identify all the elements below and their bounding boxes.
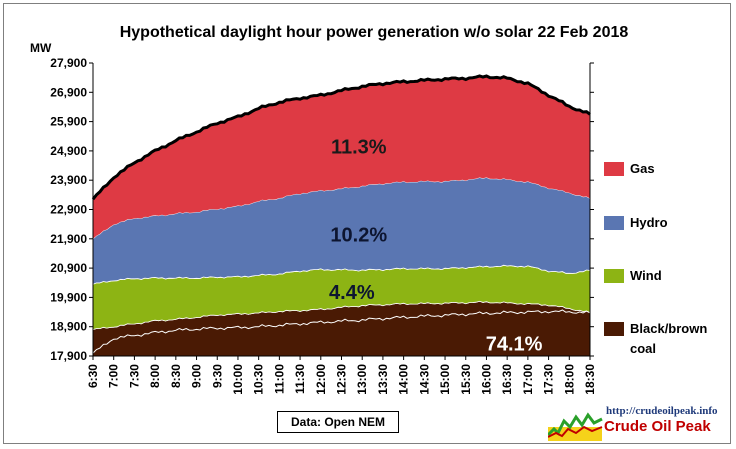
white-reference-line — [92, 309, 591, 354]
total-line — [91, 74, 591, 201]
x-tick-label: 12:30 — [335, 364, 349, 395]
legend: Gas Hydro Wind Black/brown coal — [604, 161, 707, 356]
share-label: 10.2% — [330, 224, 387, 246]
y-tick-label: 17,900 — [50, 349, 87, 363]
plot-area — [91, 63, 591, 357]
x-tick-label: 7:00 — [107, 364, 121, 388]
legend-label: Black/brown coal — [630, 321, 707, 356]
x-tick-label: 18:30 — [583, 364, 597, 395]
x-tick-label: 13:30 — [376, 364, 390, 395]
y-axis: 17,900 18,900 19,900 20,900 21,900 22,900 23,9… — [50, 56, 594, 363]
x-tick-label: 12:00 — [314, 364, 328, 395]
brand-name: Crude Oil Peak — [604, 418, 711, 435]
y-tick-label: 22,900 — [50, 203, 87, 217]
x-tick-label: 8:30 — [169, 364, 183, 388]
x-tick-label: 9:30 — [210, 364, 224, 388]
x-tick-label: 14:30 — [417, 364, 431, 395]
oil-peak-logo-icon — [548, 412, 603, 441]
source-note: Data: Open NEM — [277, 411, 399, 433]
x-tick-label: 10:30 — [252, 364, 266, 395]
x-tick-label: 10:00 — [231, 364, 245, 395]
x-tick-label: 9:00 — [190, 364, 204, 388]
y-tick-label: 25,900 — [50, 115, 87, 129]
share-label: 11.3% — [331, 137, 387, 159]
legend-swatch — [604, 162, 624, 176]
x-tick-label: 16:00 — [480, 364, 494, 395]
legend-label: Hydro — [630, 215, 668, 230]
x-tick-label: 17:30 — [542, 364, 556, 395]
annotations: 11.3% 10.2% 4.4% 74.1% — [329, 137, 543, 356]
brand-url: http://crudeoilpeak.info — [606, 405, 718, 417]
x-tick-label: 15:00 — [438, 364, 452, 395]
legend-swatch — [604, 322, 624, 336]
y-axis-label: MW — [30, 41, 52, 55]
y-tick-label: 21,900 — [50, 232, 87, 246]
x-tick-label: 16:30 — [500, 364, 514, 395]
y-tick-label: 26,900 — [50, 85, 87, 99]
series-area-gas — [93, 75, 590, 239]
x-tick-label: 11:00 — [272, 364, 286, 394]
legend-swatch — [604, 269, 624, 283]
x-tick-label: 17:00 — [521, 364, 535, 395]
y-tick-label: 19,900 — [50, 290, 87, 304]
y-tick-label: 27,900 — [50, 56, 87, 70]
share-label: 74.1% — [486, 333, 543, 355]
x-tick-label: 18:00 — [562, 364, 576, 395]
x-tick-label: 6:30 — [86, 364, 100, 388]
legend-label: Gas — [630, 161, 655, 176]
y-tick-label: 20,900 — [50, 261, 87, 275]
brand-logo: http://crudeoilpeak.info Crude Oil Peak — [548, 405, 724, 441]
x-tick-label: 11:30 — [293, 364, 307, 394]
legend-label: Wind — [630, 268, 662, 283]
legend-swatch — [604, 216, 624, 230]
y-tick-label: 23,900 — [50, 173, 87, 187]
chart-title: Hypothetical daylight hour power generat… — [120, 24, 629, 41]
x-tick-label: 8:00 — [148, 364, 162, 388]
y-tick-label: 18,900 — [50, 320, 87, 334]
share-label: 4.4% — [329, 282, 375, 304]
x-tick-label: 7:30 — [127, 364, 141, 388]
x-tick-label: 14:00 — [397, 364, 411, 395]
x-tick-label: 15:30 — [459, 364, 473, 395]
y-tick-label: 24,900 — [50, 144, 87, 158]
x-axis: 6:30 7:00 7:30 8:00 8:30 9:00 9:30 10:00 10:30 11… — [86, 356, 597, 395]
x-tick-label: 13:00 — [355, 364, 369, 395]
